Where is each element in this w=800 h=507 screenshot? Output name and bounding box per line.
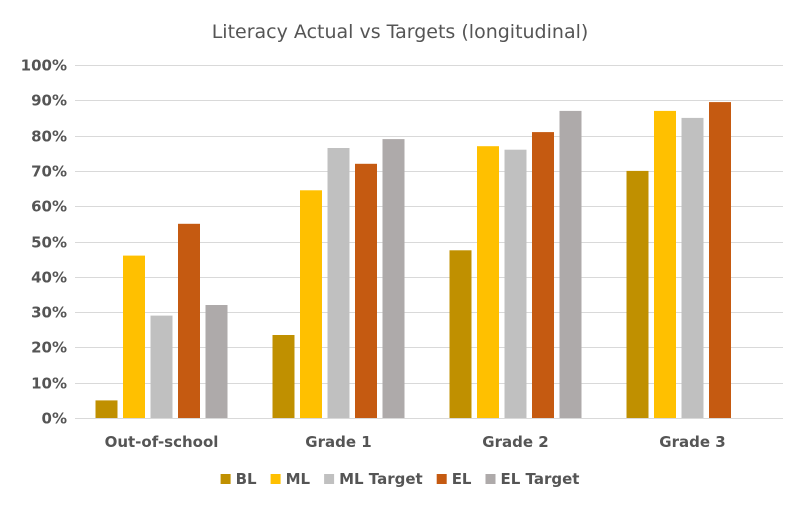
legend-swatch [436, 474, 447, 484]
legend: BL ML ML Target EL EL Target [220, 470, 580, 488]
y-tick-label: 50% [31, 234, 67, 252]
legend-swatch [324, 474, 335, 484]
x-tick-label: Out-of-school [105, 433, 219, 451]
bar-ml-grade-2 [477, 146, 499, 418]
y-tick-label: 80% [31, 128, 67, 146]
bar-el-target-out-of-school [205, 305, 228, 418]
bar-ml-target-out-of-school [150, 315, 173, 418]
y-tick-label: 30% [31, 304, 67, 322]
bar-ml-out-of-school [123, 255, 145, 418]
legend-label: ML [286, 470, 311, 488]
y-axis-ticks: 0% 10% 20% 30% 40% 50% 60% 70% 80% 90% 100% [21, 57, 67, 428]
bar-el-target-grade-2 [559, 110, 582, 419]
bar-ml-target-grade-3 [681, 117, 704, 419]
bar-bl-grade-2 [449, 250, 472, 418]
y-tick-label: 100% [21, 57, 67, 75]
x-axis: Out-of-school Grade 1 Grade 2 Grade 3 [105, 433, 726, 451]
legend-item-ml: ML [270, 470, 311, 488]
x-tick-label: Grade 2 [482, 433, 548, 451]
bar-el-out-of-school [178, 223, 200, 418]
bars [95, 102, 731, 419]
bar-ml-grade-1 [300, 190, 322, 418]
bar-el-grade-3 [709, 102, 731, 418]
legend-label: BL [236, 470, 257, 488]
bar-el-grade-1 [355, 163, 377, 418]
legend-label: EL Target [501, 470, 580, 488]
y-tick-label: 10% [31, 375, 67, 393]
legend-item-el: EL [436, 470, 472, 488]
y-tick-label: 40% [31, 269, 67, 287]
bar-bl-grade-1 [272, 335, 295, 418]
legend-swatch [485, 474, 496, 484]
y-tick-label: 90% [31, 92, 67, 110]
x-tick-label: Grade 1 [305, 433, 371, 451]
bar-el-target-grade-1 [382, 139, 405, 418]
bar-bl-grade-3 [626, 170, 649, 418]
legend-swatch [220, 474, 231, 484]
bar-ml-target-grade-1 [327, 148, 350, 418]
bar-bl-out-of-school [95, 400, 118, 418]
y-tick-label: 60% [31, 198, 67, 216]
x-tick-label: Grade 3 [659, 433, 725, 451]
bar-ml-target-grade-2 [504, 149, 527, 418]
legend-item-bl: BL [220, 470, 257, 488]
y-tick-label: 20% [31, 339, 67, 357]
y-tick-label: 0% [42, 410, 67, 428]
chart-title: Literacy Actual vs Targets (longitudinal… [212, 21, 589, 43]
y-tick-label: 70% [31, 163, 67, 181]
bar-el-grade-2 [532, 132, 554, 418]
legend-item-ml-target: ML Target [324, 470, 423, 488]
legend-item-el-target: EL Target [485, 470, 580, 488]
legend-swatch [270, 474, 281, 484]
bar-ml-grade-3 [654, 110, 676, 419]
legend-label: EL [452, 470, 472, 488]
legend-label: ML Target [339, 470, 423, 488]
